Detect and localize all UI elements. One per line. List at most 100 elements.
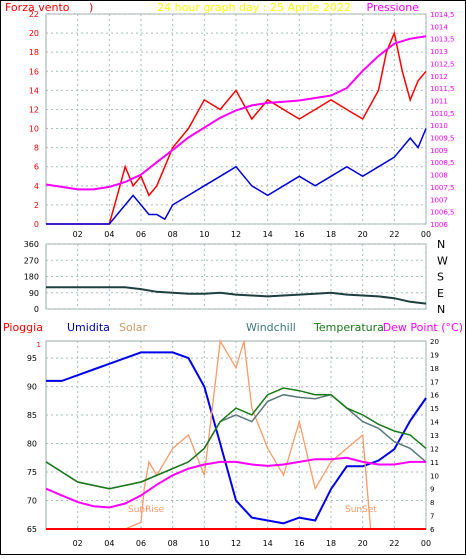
x-tick-label: 00: [421, 539, 431, 548]
right-tick-label: 1013: [430, 48, 448, 56]
label-windchill: Windchill: [246, 321, 296, 334]
x-tick-label: 10: [199, 539, 209, 548]
compass-label: W: [437, 254, 448, 267]
right-tick-label: 1006,5: [430, 209, 455, 217]
top-left-title-paren: ): [89, 1, 93, 14]
right-tick-label: 1006: [430, 221, 448, 229]
left-tick-label: 14: [29, 86, 39, 95]
compass-label: E: [437, 287, 444, 300]
left-tick-label: 4: [34, 182, 39, 191]
x-tick-label: 04: [104, 539, 114, 548]
right-tick-label: 1014,5: [430, 11, 455, 19]
x-tick-label: 12: [231, 539, 241, 548]
top-series: [45, 30, 427, 225]
right-tick-label: 1013,5: [430, 36, 455, 44]
x-tick-label: 14: [263, 539, 273, 548]
left-tick-label: 12: [29, 105, 39, 114]
wind-avg-series-line: [46, 128, 427, 225]
x-tick-label: 06: [136, 539, 146, 548]
right-tick-label: 7: [430, 513, 434, 521]
left-tick-label: 18: [29, 48, 39, 57]
x-tick-label: 12: [231, 230, 241, 239]
x-tick-label: 18: [326, 539, 336, 548]
right-tick-label: 1008,5: [430, 159, 455, 167]
right-tick-label: 1008: [430, 172, 448, 180]
pressure-series-line: [45, 35, 427, 191]
x-tick-label: 16: [294, 539, 304, 548]
left-tick-label: 80: [27, 440, 37, 449]
left-tick-label: 360: [24, 240, 39, 249]
x-tick-label: 20: [358, 230, 368, 239]
compass-label: S: [437, 271, 444, 284]
right-tick-label: 1009: [430, 147, 448, 155]
right-tick-label: 1012,5: [430, 60, 455, 68]
top-right-title: Pressione: [367, 1, 420, 14]
left-tick-label: 16: [29, 67, 39, 76]
temperature-series-line: [45, 387, 427, 490]
right-tick-label: 8: [430, 499, 434, 507]
x-tick-label: 20: [358, 539, 368, 548]
compass-label: N: [437, 303, 445, 316]
right-tick-label: 1010,5: [430, 110, 455, 118]
x-tick-label: 22: [389, 230, 399, 239]
left-tick-label: 6: [34, 163, 39, 172]
top-center-title: 24 hour graph day : 25 Aprile 2022: [157, 1, 351, 14]
right-tick-label: 1011: [430, 97, 448, 105]
left-tick-label: 75: [27, 468, 37, 477]
sunset-label: SunSet: [345, 505, 377, 515]
bottom-ticks: 6570758085909516789101112131415161718192…: [27, 338, 440, 548]
solar-series-line: [46, 339, 426, 530]
x-tick-label: 06: [136, 230, 146, 239]
right-tick-label: 1010: [430, 122, 448, 130]
right-tick-label: 6: [430, 526, 435, 534]
humidity-series-line: [46, 351, 427, 525]
left-tick-label: 22: [29, 10, 39, 19]
label-dewpoint: Dew Point (°C): [383, 321, 463, 334]
x-tick-label: 04: [104, 230, 114, 239]
right-tick-label: 10: [430, 472, 439, 480]
right-tick-label: 17: [430, 378, 439, 386]
x-tick-label: 02: [73, 230, 83, 239]
left-tick-label: 20: [29, 29, 39, 38]
right-tick-label: 9: [430, 486, 434, 494]
label-pioggia: Pioggia: [3, 321, 43, 334]
right-tick-label: 18: [430, 365, 439, 373]
left-tick-label: 85: [27, 411, 37, 420]
right-tick-label: 1014: [430, 23, 448, 31]
dir-series: [46, 286, 427, 305]
left-tick-label: 65: [27, 525, 37, 534]
right-tick-label: 1007,5: [430, 184, 455, 192]
sunrise-label: SunRise: [128, 505, 165, 515]
x-tick-label: 22: [389, 539, 399, 548]
bottom-series: [45, 339, 427, 530]
right-tick-label: 1012: [430, 73, 448, 81]
right-tick-label: 12: [430, 445, 439, 453]
x-tick-label: 10: [199, 230, 209, 239]
right-tick-label: 1009,5: [430, 135, 455, 143]
x-tick-label: 14: [263, 230, 273, 239]
right-tick-label: 1011,5: [430, 85, 455, 93]
label-temperatura: Temperatura: [313, 321, 384, 334]
top-ticks: 024681012141618202210061006,510071007,51…: [29, 10, 455, 239]
right-tick-label: 19: [430, 351, 439, 359]
compass-label: N: [437, 238, 445, 251]
left-tick-label: 95: [27, 354, 37, 363]
right-tick-label: 14: [430, 419, 439, 427]
x-tick-label: 00: [421, 230, 431, 239]
right-tick-label: 13: [430, 432, 439, 440]
left-tick-label: 8: [34, 144, 39, 153]
dir-grid: [46, 243, 427, 310]
right-tick-label: 11: [430, 459, 439, 467]
x-tick-label: 18: [326, 230, 336, 239]
left-tick-label: 180: [24, 273, 39, 282]
x-tick-label: 08: [168, 539, 178, 548]
x-tick-label: 02: [73, 539, 83, 548]
right-tick-label: 20: [430, 338, 439, 346]
x-tick-label: 16: [294, 230, 304, 239]
right-tick-label: 16: [430, 392, 439, 400]
left-tick-label: 2: [34, 201, 39, 210]
top-left-title: Forza vento: [5, 1, 70, 14]
left-tick-label: 0: [34, 305, 39, 314]
left-tick-label: 10: [29, 125, 39, 134]
